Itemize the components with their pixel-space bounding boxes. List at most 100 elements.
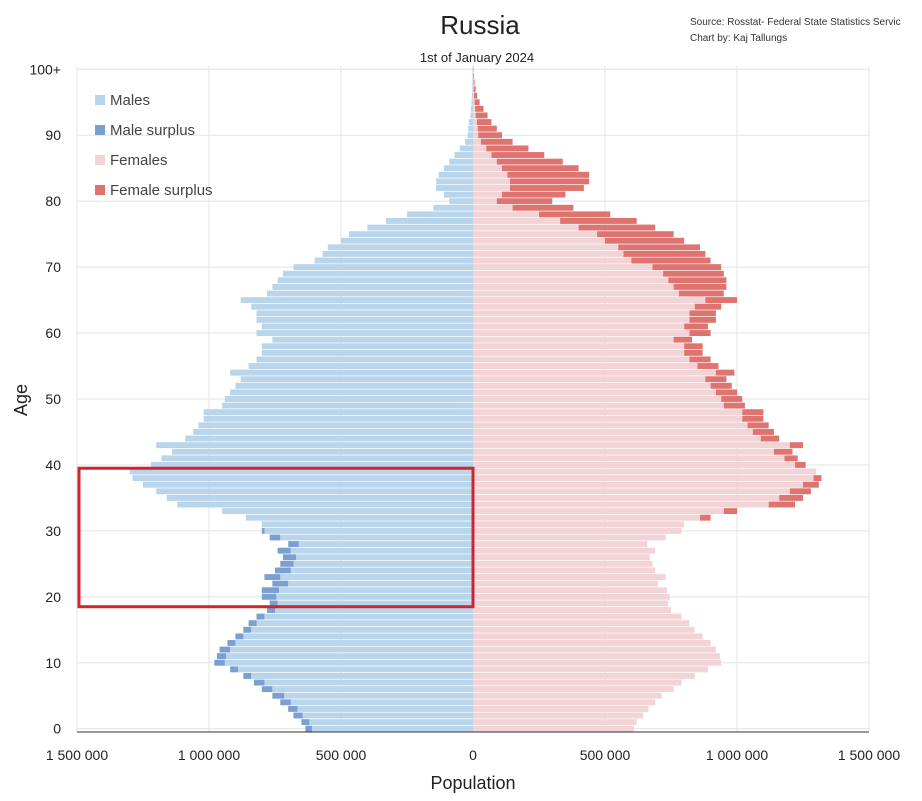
female-surplus-bar xyxy=(768,501,796,508)
male-bar xyxy=(296,554,473,561)
male-bar xyxy=(226,653,473,660)
male-surplus-bar xyxy=(243,673,252,679)
female-surplus-bar xyxy=(684,323,708,330)
male-surplus-bar xyxy=(253,679,265,686)
female-bar xyxy=(473,66,474,73)
female-surplus-bar xyxy=(475,112,488,119)
male-bar xyxy=(193,429,473,435)
male-bar xyxy=(309,719,473,726)
legend: Males Male surplus Females Female surplus xyxy=(95,92,213,199)
male-bar xyxy=(443,165,473,172)
female-bar xyxy=(473,620,690,627)
female-bar xyxy=(473,481,803,488)
female-bar xyxy=(473,99,475,106)
female-bar xyxy=(473,600,669,607)
female-surplus-bar xyxy=(789,442,803,449)
y-tick-label: 70 xyxy=(45,259,61,275)
female-bar xyxy=(473,198,497,205)
male-bar xyxy=(272,686,473,693)
female-surplus-bar xyxy=(715,389,737,396)
legend-male-surplus-swatch xyxy=(95,125,105,135)
y-axis-label: Age xyxy=(11,384,31,416)
male-bar xyxy=(235,640,473,646)
legend-female-surplus-swatch xyxy=(95,185,105,195)
female-bar xyxy=(473,442,790,449)
female-bar xyxy=(473,567,656,574)
chart-title: Russia xyxy=(440,10,520,40)
male-bar xyxy=(143,481,473,488)
legend-male-surplus-label: Male surplus xyxy=(110,122,195,139)
source-note: Source: Rosstat- Federal State Statistic… xyxy=(690,17,901,28)
female-bar xyxy=(473,679,682,686)
male-surplus-bar xyxy=(248,620,257,627)
male-bar xyxy=(443,191,473,198)
female-bar xyxy=(473,105,476,112)
female-bar xyxy=(473,152,492,158)
male-bar xyxy=(222,402,473,409)
male-bar xyxy=(433,204,473,211)
female-surplus-bar xyxy=(697,363,719,369)
male-bar xyxy=(449,198,473,205)
female-bar xyxy=(473,349,685,356)
male-surplus-bar xyxy=(214,659,225,666)
male-bar xyxy=(385,218,473,224)
female-surplus-bar xyxy=(723,402,745,409)
female-surplus-bar xyxy=(779,494,803,501)
male-surplus-bar xyxy=(261,686,273,693)
female-surplus-bar xyxy=(705,297,737,304)
female-bar xyxy=(473,508,724,515)
male-bar xyxy=(272,283,473,290)
female-surplus-bar xyxy=(760,435,780,442)
male-surplus-bar xyxy=(269,600,278,607)
male-surplus-bar xyxy=(261,527,265,534)
female-surplus-bar xyxy=(631,257,711,264)
female-bar xyxy=(473,607,671,613)
male-surplus-bar xyxy=(280,699,291,706)
female-bar xyxy=(473,363,698,369)
female-bar xyxy=(473,692,662,699)
female-surplus-bar xyxy=(623,250,706,257)
female-bar xyxy=(473,587,668,594)
female-surplus-bar xyxy=(715,369,735,376)
female-surplus-bar xyxy=(474,92,478,99)
female-bar xyxy=(473,237,605,244)
female-bar xyxy=(473,468,817,475)
male-bar xyxy=(290,547,473,554)
female-bar xyxy=(473,257,632,264)
female-bar xyxy=(473,541,648,548)
female-bar xyxy=(473,382,711,389)
female-surplus-bar xyxy=(663,270,724,277)
female-bar xyxy=(473,178,510,185)
male-bar xyxy=(224,396,473,402)
female-surplus-bar xyxy=(618,244,701,251)
female-surplus-bar xyxy=(742,409,764,416)
female-bar xyxy=(473,316,690,323)
legend-female-surplus-label: Female surplus xyxy=(110,182,213,199)
female-surplus-bar xyxy=(742,415,764,422)
female-bar xyxy=(473,514,701,521)
female-bar xyxy=(473,725,635,732)
male-bar xyxy=(348,231,473,238)
legend-females-label: Females xyxy=(110,152,168,169)
male-surplus-bar xyxy=(267,607,275,613)
male-bar xyxy=(436,185,473,191)
female-surplus-bar xyxy=(480,138,513,145)
female-bar xyxy=(473,264,653,271)
female-surplus-bar xyxy=(475,105,484,112)
y-tick-label: 50 xyxy=(45,391,61,407)
female-bar xyxy=(473,653,720,660)
female-bar xyxy=(473,389,716,396)
female-bar xyxy=(473,475,814,482)
male-bar xyxy=(302,712,473,719)
male-bar xyxy=(261,343,473,350)
female-bar xyxy=(473,145,487,152)
female-surplus-bar xyxy=(597,231,674,238)
female-surplus-bar xyxy=(673,336,693,343)
male-surplus-bar xyxy=(235,633,244,640)
credit-note: Chart by: Kaj Tallungs xyxy=(690,33,787,44)
female-surplus-bar xyxy=(803,481,819,488)
male-surplus-bar xyxy=(288,705,298,712)
female-bar xyxy=(473,455,785,462)
male-bar xyxy=(459,145,473,152)
female-surplus-bar xyxy=(507,171,590,178)
